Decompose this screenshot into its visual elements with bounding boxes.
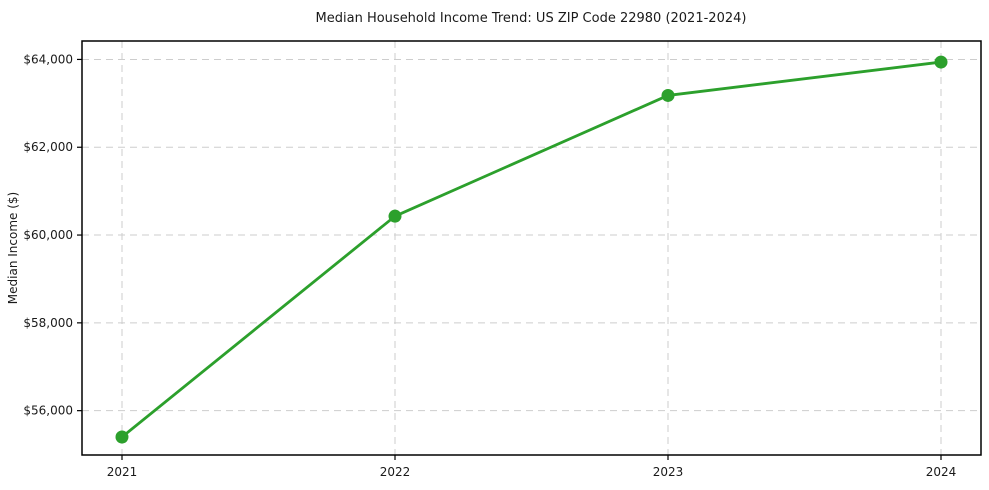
- y-tick-label: $64,000: [23, 52, 73, 66]
- x-tick-label: 2024: [926, 465, 957, 479]
- y-tick-label: $58,000: [23, 316, 73, 330]
- data-point: [115, 430, 129, 444]
- y-tick-label: $56,000: [23, 404, 73, 418]
- plot-border: [81, 40, 982, 456]
- y-tick-label: $60,000: [23, 228, 73, 242]
- data-point: [388, 209, 402, 223]
- y-tick-label: $62,000: [23, 140, 73, 154]
- x-tick-label: 2021: [107, 465, 138, 479]
- axis-layer: $56,000 $58,000 $60,000 $62,000 $64,000 2021 2…: [23, 40, 982, 479]
- data-point: [934, 55, 948, 69]
- x-tick-label: 2022: [380, 465, 411, 479]
- data-line: [120, 60, 943, 439]
- y-axis-label: Median Income ($): [6, 192, 20, 304]
- x-tick-label: 2023: [653, 465, 684, 479]
- chart-title: Median Household Income Trend: US ZIP Co…: [316, 11, 747, 26]
- data-point: [661, 88, 675, 102]
- grid-layer: [82, 41, 981, 455]
- series-layer: [115, 55, 948, 444]
